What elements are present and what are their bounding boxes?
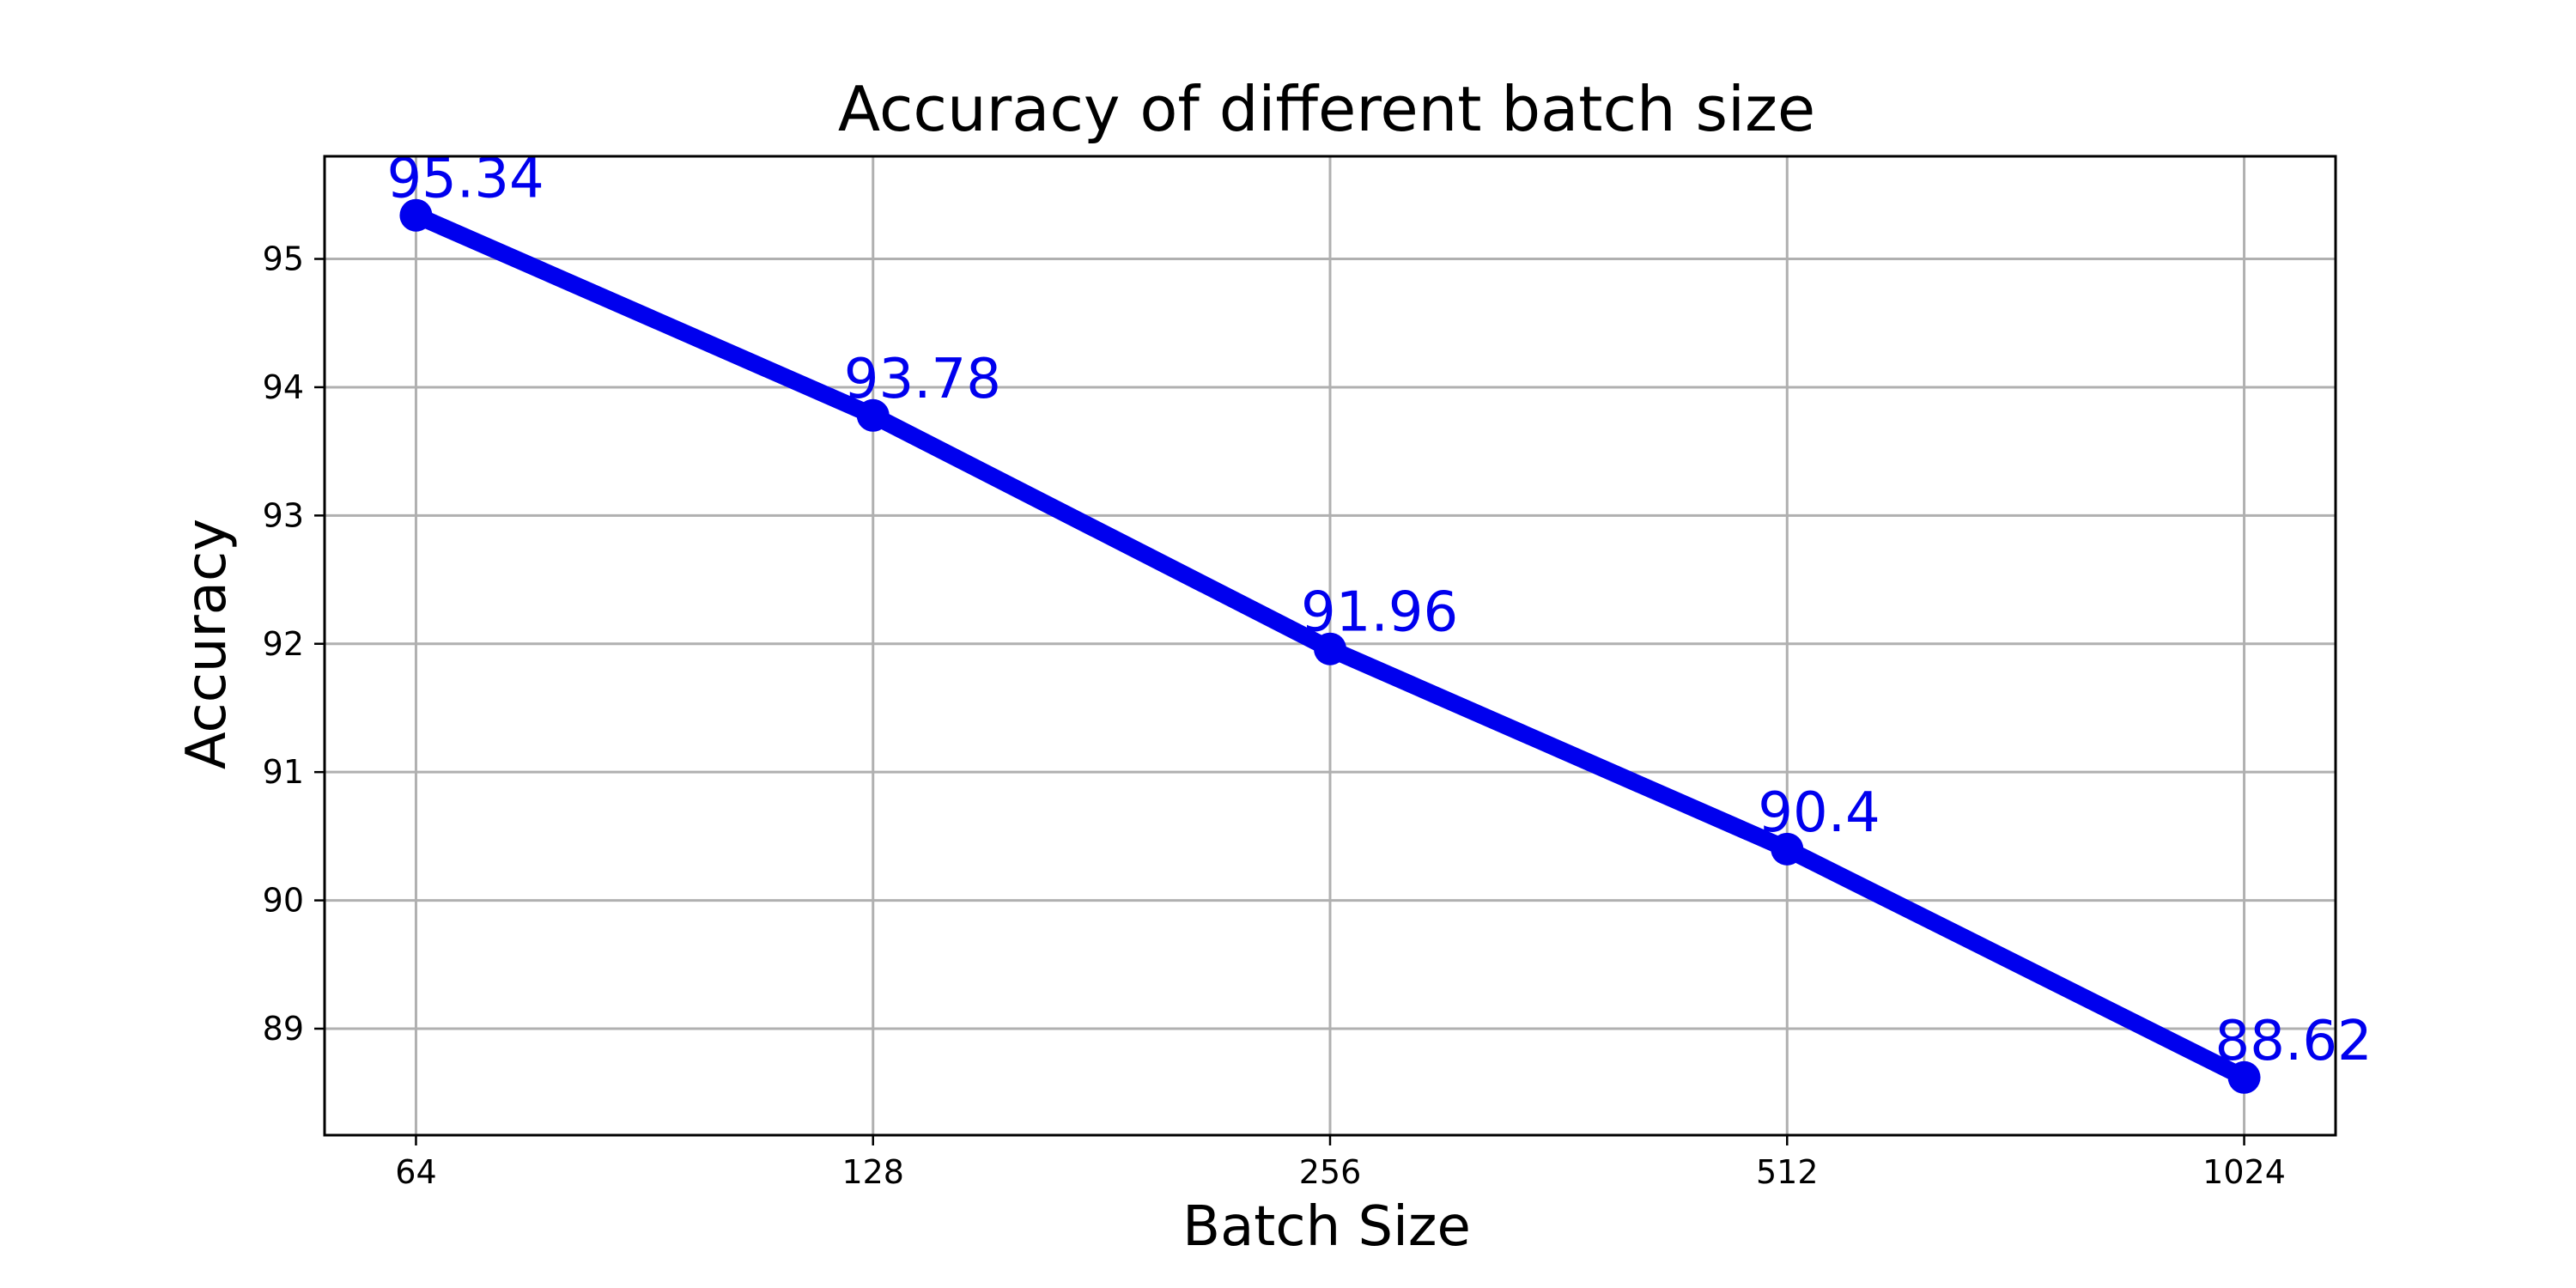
data-point (2227, 1060, 2261, 1094)
y-axis-label: Accuracy (175, 519, 239, 769)
data-point (1314, 632, 1346, 665)
x-tick-label: 256 (1299, 1153, 1362, 1191)
y-tick-label: 92 (263, 625, 304, 663)
y-tick-label: 89 (263, 1010, 304, 1048)
data-point (1771, 832, 1804, 866)
x-tick-label: 1024 (2202, 1153, 2286, 1191)
data-point (399, 198, 433, 232)
y-tick-label: 91 (263, 753, 304, 791)
series: 95.34 93.78 91.96 90.4 88.62 (386, 148, 2372, 1094)
data-point (856, 398, 890, 432)
y-tick-label: 90 (263, 882, 304, 920)
ticks: 64 128 256 512 1024 89 90 91 92 93 94 95 (263, 240, 2286, 1191)
x-tick-label: 64 (395, 1153, 436, 1191)
x-tick-label: 128 (841, 1153, 904, 1191)
plot-frame (323, 155, 2337, 1137)
data-label: 95.34 (386, 148, 544, 211)
y-tick-label: 93 (263, 496, 304, 534)
data-label: 91.96 (1301, 581, 1458, 645)
x-axis-label: Batch Size (1182, 1195, 1471, 1259)
y-tick-label: 94 (263, 368, 304, 406)
y-tick-label: 95 (263, 240, 304, 278)
data-label: 90.4 (1758, 781, 1880, 845)
data-label: 93.78 (844, 348, 1001, 411)
x-tick-label: 512 (1756, 1153, 1819, 1191)
chart-title: Accuracy of different batch size (838, 73, 1815, 145)
data-label: 88.62 (2215, 1010, 2372, 1073)
